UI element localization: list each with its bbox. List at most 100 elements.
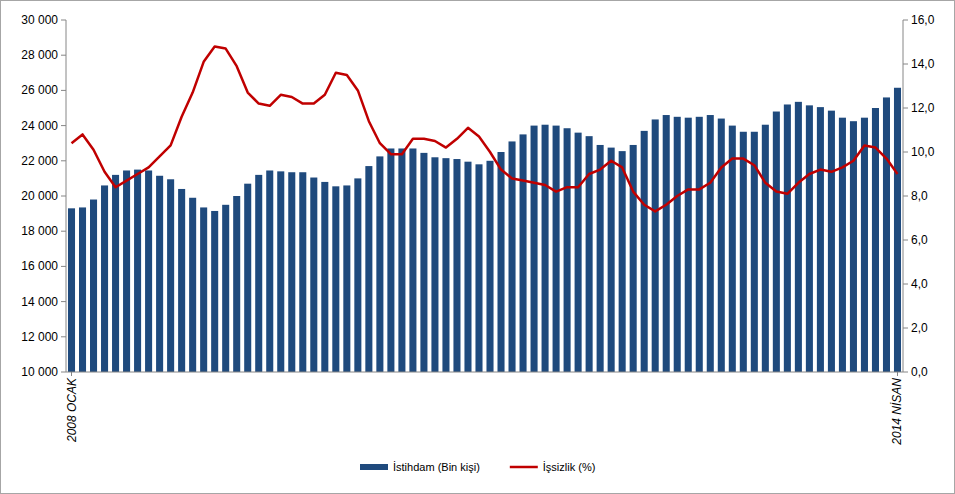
bar: [387, 148, 394, 372]
bar: [575, 133, 582, 372]
y2-tick-label: 0,0: [911, 365, 928, 379]
y2-tick-label: 2,0: [911, 321, 928, 335]
bar: [145, 170, 152, 372]
line: [72, 46, 898, 211]
bar: [431, 157, 438, 372]
bar: [464, 162, 471, 372]
bar: [586, 136, 593, 372]
legend: İstihdam (Bin kişi) İşsizlik (%): [360, 461, 595, 473]
x-tick-label: 2014 NİSAN: [890, 378, 904, 446]
bar: [222, 205, 229, 372]
bar: [156, 176, 163, 372]
bar: [861, 118, 868, 372]
y-tick-label: 10 000: [21, 365, 58, 379]
legend-label: İstihdam (Bin kişi): [393, 461, 480, 473]
y2-tick: [903, 240, 908, 241]
y-tick: [61, 231, 66, 232]
bar: [740, 132, 747, 372]
bar: [762, 125, 769, 372]
legend-label: İşsizlik (%): [543, 461, 596, 473]
x-tick: [897, 372, 898, 376]
bar: [685, 118, 692, 372]
bar: [178, 189, 185, 372]
y-tick-label: 12 000: [21, 330, 58, 344]
bar: [266, 170, 273, 372]
y2-tick: [903, 20, 908, 21]
legend-swatch: [510, 466, 538, 469]
y2-tick-label: 4,0: [911, 277, 928, 291]
bar: [365, 166, 372, 372]
chart-frame: [1, 1, 955, 494]
y-tick-label: 14 000: [21, 295, 58, 309]
bar: [718, 119, 725, 372]
y-tick-label: 16 000: [21, 259, 58, 273]
y2-tick: [903, 64, 908, 65]
bar: [354, 178, 361, 372]
bar: [883, 97, 890, 372]
y2-tick-label: 14,0: [911, 57, 935, 71]
bar: [288, 172, 295, 372]
y-tick-label: 30 000: [21, 13, 58, 27]
y-tick-label: 22 000: [21, 154, 58, 168]
bar: [641, 131, 648, 372]
bar: [244, 184, 251, 372]
y2-tick: [903, 108, 908, 109]
y-tick-label: 20 000: [21, 189, 58, 203]
y2-tick: [903, 372, 908, 373]
y-tick: [61, 266, 66, 267]
y2-tick: [903, 196, 908, 197]
bar: [773, 112, 780, 372]
y-tick-label: 18 000: [21, 224, 58, 238]
bar: [806, 105, 813, 372]
y2-tick-label: 6,0: [911, 233, 928, 247]
y-tick: [61, 20, 66, 21]
bar: [729, 126, 736, 372]
bar: [189, 198, 196, 372]
y-tick-label: 28 000: [21, 48, 58, 62]
y-tick: [61, 90, 66, 91]
bar: [398, 148, 405, 372]
bar: [101, 185, 108, 372]
y2-tick: [903, 284, 908, 285]
x-tick-label: 2008 OCAK: [65, 377, 79, 443]
bar: [376, 156, 383, 372]
bar: [123, 170, 130, 372]
bar: [894, 88, 901, 372]
y-tick: [61, 336, 66, 337]
bar: [696, 117, 703, 372]
bar: [332, 186, 339, 372]
y-tick: [61, 372, 66, 373]
y-tick: [61, 301, 66, 302]
bar: [200, 207, 207, 372]
bar: [68, 208, 75, 372]
bar: [564, 128, 571, 372]
y2-tick-label: 8,0: [911, 189, 928, 203]
y-tick: [61, 55, 66, 56]
bar: [542, 125, 549, 372]
bar: [167, 179, 174, 372]
bar: [784, 104, 791, 372]
bar: [630, 145, 637, 372]
bar: [795, 102, 802, 372]
bar: [608, 148, 615, 372]
y-tick: [61, 160, 66, 161]
y2-tick: [903, 152, 908, 153]
y2-tick: [903, 328, 908, 329]
bar: [497, 152, 504, 372]
x-axis: [66, 372, 903, 373]
bar: [299, 172, 306, 372]
bar: [652, 119, 659, 372]
bar: [674, 117, 681, 372]
marks: [68, 46, 901, 372]
legend-swatch: [360, 464, 388, 470]
bar: [817, 107, 824, 372]
y-tick: [61, 196, 66, 197]
y2-tick-label: 12,0: [911, 101, 935, 115]
bar: [828, 111, 835, 372]
y-tick-label: 24 000: [21, 119, 58, 133]
bar: [343, 185, 350, 372]
bar: [409, 148, 416, 372]
bar: [453, 159, 460, 372]
bar: [112, 175, 119, 372]
bar: [420, 153, 427, 372]
